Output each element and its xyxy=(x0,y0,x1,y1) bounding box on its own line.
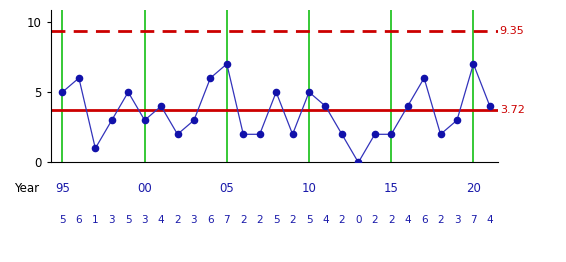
Point xyxy=(337,132,346,137)
Text: 2: 2 xyxy=(289,215,296,225)
Point xyxy=(157,104,166,108)
Point xyxy=(321,104,330,108)
Text: 5: 5 xyxy=(59,215,66,225)
Point xyxy=(387,132,396,137)
Text: 20: 20 xyxy=(466,182,481,195)
Text: 10: 10 xyxy=(302,182,316,195)
Text: 05: 05 xyxy=(220,182,234,195)
Text: 4: 4 xyxy=(158,215,164,225)
Point xyxy=(74,76,83,80)
Text: 3: 3 xyxy=(191,215,198,225)
Point xyxy=(288,132,297,137)
Point xyxy=(107,118,116,122)
Text: Year: Year xyxy=(14,182,39,195)
Text: 0: 0 xyxy=(355,215,362,225)
Point xyxy=(222,62,231,66)
Text: 6: 6 xyxy=(421,215,427,225)
Point xyxy=(370,132,379,137)
Text: 5: 5 xyxy=(273,215,280,225)
Point xyxy=(354,160,363,165)
Text: 5: 5 xyxy=(306,215,312,225)
Point xyxy=(403,104,412,108)
Point xyxy=(469,62,478,66)
Point xyxy=(255,132,264,137)
Point xyxy=(305,90,314,94)
Text: 3: 3 xyxy=(142,215,148,225)
Point xyxy=(124,90,133,94)
Point xyxy=(452,118,461,122)
Text: 7: 7 xyxy=(224,215,230,225)
Text: 6: 6 xyxy=(207,215,214,225)
Point xyxy=(190,118,199,122)
Point xyxy=(272,90,281,94)
Point xyxy=(436,132,445,137)
Text: 1: 1 xyxy=(92,215,98,225)
Text: 2: 2 xyxy=(388,215,395,225)
Text: 4: 4 xyxy=(404,215,411,225)
Text: 2: 2 xyxy=(338,215,345,225)
Text: 5: 5 xyxy=(125,215,131,225)
Point xyxy=(239,132,248,137)
Text: 7: 7 xyxy=(470,215,477,225)
Text: 2: 2 xyxy=(437,215,444,225)
Text: 9.35: 9.35 xyxy=(500,26,525,36)
Text: 4: 4 xyxy=(322,215,329,225)
Point xyxy=(173,132,182,137)
Text: 3: 3 xyxy=(109,215,115,225)
Text: 2: 2 xyxy=(240,215,247,225)
Text: 95: 95 xyxy=(55,182,70,195)
Point xyxy=(140,118,149,122)
Text: 2: 2 xyxy=(256,215,263,225)
Text: 4: 4 xyxy=(487,215,493,225)
Text: 3.72: 3.72 xyxy=(500,105,525,115)
Point xyxy=(58,90,67,94)
Text: 00: 00 xyxy=(138,182,152,195)
Text: 15: 15 xyxy=(384,182,398,195)
Text: 6: 6 xyxy=(76,215,82,225)
Text: 2: 2 xyxy=(174,215,181,225)
Point xyxy=(206,76,215,80)
Point xyxy=(419,76,428,80)
Point xyxy=(485,104,494,108)
Point xyxy=(91,146,100,150)
Text: 3: 3 xyxy=(454,215,460,225)
Text: 2: 2 xyxy=(371,215,378,225)
